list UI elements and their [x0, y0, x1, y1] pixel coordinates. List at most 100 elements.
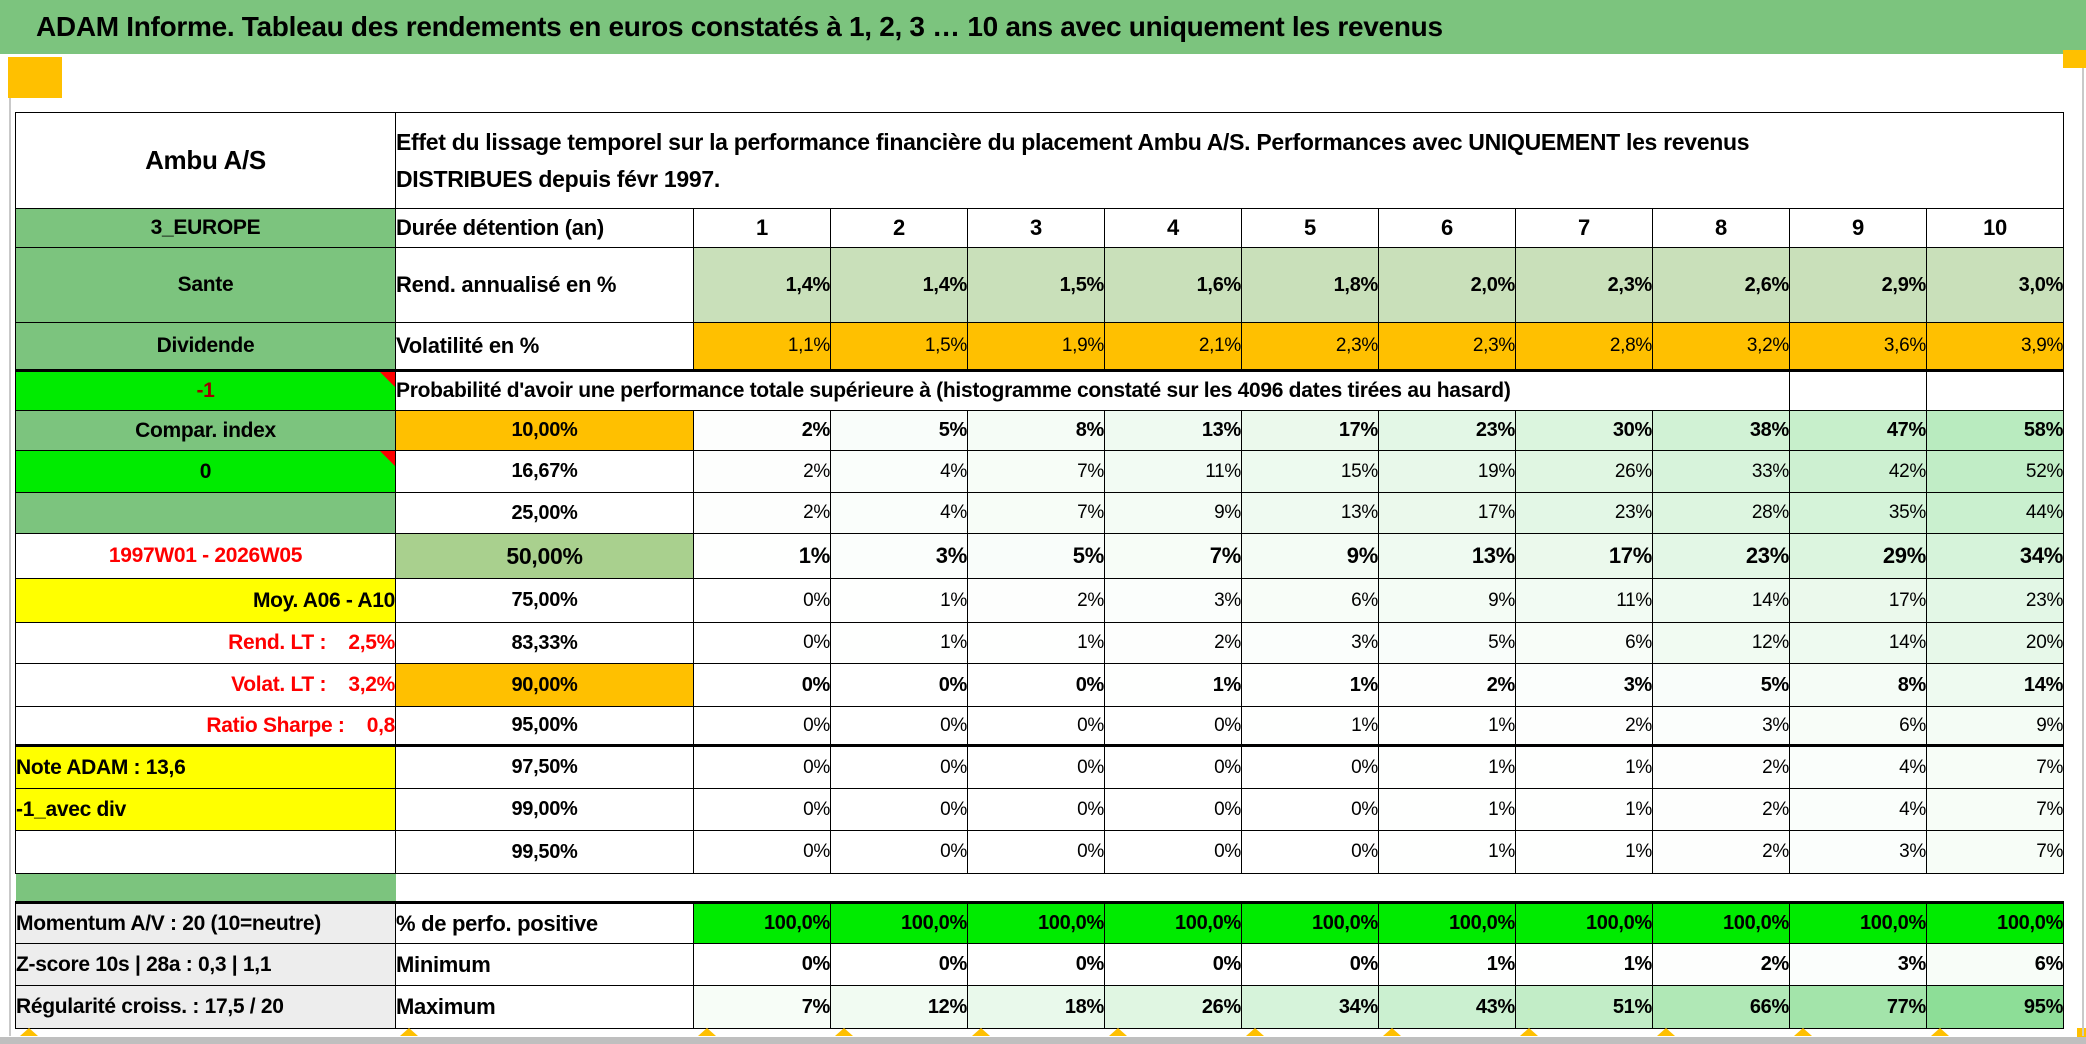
cell-p75-y4[interactable]: 3%	[1104, 578, 1242, 623]
cell-p50-y3[interactable]: 5%	[967, 533, 1105, 579]
cell-maximum-y2[interactable]: 12%	[830, 985, 968, 1029]
cell-positive-y3[interactable]: 100,0%	[967, 901, 1105, 944]
cell-minimum-y6[interactable]: 1%	[1378, 943, 1516, 986]
cell-annualized-y4[interactable]: 1,6%	[1104, 247, 1242, 323]
cell-p25-y1[interactable]: 2%	[693, 492, 831, 534]
cell-p995-y4[interactable]: 0%	[1104, 830, 1242, 874]
measure-label-maximum[interactable]: Maximum	[395, 985, 694, 1029]
cell-p83-y8[interactable]: 12%	[1652, 622, 1790, 664]
row-label-p99[interactable]: -1_avec div	[15, 788, 396, 831]
cell-p25-y6[interactable]: 17%	[1378, 492, 1516, 534]
cell-p95-y2[interactable]: 0%	[830, 706, 968, 747]
row-label-prob-header[interactable]: -1	[15, 370, 396, 411]
cell-p25-y10[interactable]: 44%	[1925, 492, 2065, 534]
cell-volatility-y6[interactable]: 2,3%	[1378, 322, 1516, 372]
cell-p16-y5[interactable]: 15%	[1241, 450, 1379, 493]
cell-duration-y1[interactable]: 1	[693, 208, 831, 248]
cell-p99-y9[interactable]: 4%	[1789, 788, 1927, 831]
cell-p25-y4[interactable]: 9%	[1104, 492, 1242, 534]
cell-p95-y8[interactable]: 3%	[1652, 706, 1790, 747]
cell-p25-y9[interactable]: 35%	[1789, 492, 1927, 534]
cell-positive-y10[interactable]: 100,0%	[1925, 901, 2065, 944]
cell-minimum-y9[interactable]: 3%	[1789, 943, 1927, 986]
cell-p99-y1[interactable]: 0%	[693, 788, 831, 831]
cell-p97-y2[interactable]: 0%	[830, 745, 968, 789]
cell-maximum-y1[interactable]: 7%	[693, 985, 831, 1029]
cell-p10-y5[interactable]: 17%	[1241, 410, 1379, 451]
cell-maximum-y8[interactable]: 66%	[1652, 985, 1790, 1029]
cell-p995-y2[interactable]: 0%	[830, 830, 968, 874]
cell-p95-y9[interactable]: 6%	[1789, 706, 1927, 747]
row-label-p90[interactable]: Volat. LT : 3,2%	[15, 663, 396, 707]
prob-threshold-p75[interactable]: 75,00%	[395, 578, 694, 623]
cell-positive-y4[interactable]: 100,0%	[1104, 901, 1242, 944]
row-label-p995[interactable]	[15, 830, 396, 874]
row-label-minimum[interactable]: Z-score 10s | 28a : 0,3 | 1,1	[15, 943, 396, 986]
cell-positive-y5[interactable]: 100,0%	[1241, 901, 1379, 944]
cell-p10-y8[interactable]: 38%	[1652, 410, 1790, 451]
cell-p16-y8[interactable]: 33%	[1652, 450, 1790, 493]
cell-p10-y7[interactable]: 30%	[1515, 410, 1653, 451]
cell-p75-y2[interactable]: 1%	[830, 578, 968, 623]
cell-p25-y3[interactable]: 7%	[967, 492, 1105, 534]
cell-volatility-y10[interactable]: 3,9%	[1925, 322, 2065, 372]
cell-minimum-y10[interactable]: 6%	[1925, 943, 2065, 986]
measure-label-annualized[interactable]: Rend. annualisé en %	[395, 247, 694, 323]
cell-p16-y4[interactable]: 11%	[1104, 450, 1242, 493]
cell-p83-y6[interactable]: 5%	[1378, 622, 1516, 664]
cell-volatility-y9[interactable]: 3,6%	[1789, 322, 1927, 372]
cell-p90-y1[interactable]: 0%	[693, 663, 831, 707]
cell-positive-y2[interactable]: 100,0%	[830, 901, 968, 944]
cell-p90-y3[interactable]: 0%	[967, 663, 1105, 707]
prob-threshold-p90[interactable]: 90,00%	[395, 663, 694, 707]
cell-positive-y9[interactable]: 100,0%	[1789, 901, 1927, 944]
measure-label-positive[interactable]: % de perfo. positive	[395, 901, 694, 944]
cell-p16-y6[interactable]: 19%	[1378, 450, 1516, 493]
cell-p10-y4[interactable]: 13%	[1104, 410, 1242, 451]
cell-annualized-y2[interactable]: 1,4%	[830, 247, 968, 323]
prob-threshold-p83[interactable]: 83,33%	[395, 622, 694, 664]
cell-annualized-y9[interactable]: 2,9%	[1789, 247, 1927, 323]
row-label-duration[interactable]: 3_EUROPE	[15, 208, 396, 248]
cell-p75-y7[interactable]: 11%	[1515, 578, 1653, 623]
cell-p97-y7[interactable]: 1%	[1515, 745, 1653, 789]
cell-duration-y3[interactable]: 3	[967, 208, 1105, 248]
cell-p50-y1[interactable]: 1%	[693, 533, 831, 579]
cell-p16-y10[interactable]: 52%	[1925, 450, 2065, 493]
cell-p25-y8[interactable]: 28%	[1652, 492, 1790, 534]
cell-minimum-y1[interactable]: 0%	[693, 943, 831, 986]
cell-p50-y4[interactable]: 7%	[1104, 533, 1242, 579]
cell-p90-y5[interactable]: 1%	[1241, 663, 1379, 707]
cell-maximum-y10[interactable]: 95%	[1925, 985, 2065, 1029]
prob-threshold-p95[interactable]: 95,00%	[395, 706, 694, 747]
cell-positive-y8[interactable]: 100,0%	[1652, 901, 1790, 944]
cell-positive-y6[interactable]: 100,0%	[1378, 901, 1516, 944]
prob-threshold-p50[interactable]: 50,00%	[395, 533, 694, 579]
cell-p83-y1[interactable]: 0%	[693, 622, 831, 664]
cell-p75-y3[interactable]: 2%	[967, 578, 1105, 623]
cell-duration-y4[interactable]: 4	[1104, 208, 1242, 248]
row-label-p97[interactable]: Note ADAM : 13,6	[15, 745, 396, 789]
cell-duration-y10[interactable]: 10	[1925, 208, 2065, 248]
cell-p75-y8[interactable]: 14%	[1652, 578, 1790, 623]
cell-p97-y4[interactable]: 0%	[1104, 745, 1242, 789]
cell-p50-y8[interactable]: 23%	[1652, 533, 1790, 579]
cell-p995-y7[interactable]: 1%	[1515, 830, 1653, 874]
cell-p95-y1[interactable]: 0%	[693, 706, 831, 747]
prob-threshold-p16[interactable]: 16,67%	[395, 450, 694, 493]
cell-p83-y2[interactable]: 1%	[830, 622, 968, 664]
cell-p90-y8[interactable]: 5%	[1652, 663, 1790, 707]
cell-positive-y1[interactable]: 100,0%	[693, 901, 831, 944]
cell-volatility-y8[interactable]: 3,2%	[1652, 322, 1790, 372]
cell-annualized-y3[interactable]: 1,5%	[967, 247, 1105, 323]
cell-minimum-y4[interactable]: 0%	[1104, 943, 1242, 986]
cell-p10-y2[interactable]: 5%	[830, 410, 968, 451]
cell-p16-y9[interactable]: 42%	[1789, 450, 1927, 493]
cell-p83-y5[interactable]: 3%	[1241, 622, 1379, 664]
cell-p995-y8[interactable]: 2%	[1652, 830, 1790, 874]
row-label-p75[interactable]: Moy. A06 - A10	[15, 578, 396, 623]
cell-p25-y2[interactable]: 4%	[830, 492, 968, 534]
cell-annualized-y5[interactable]: 1,8%	[1241, 247, 1379, 323]
cell-p25-y7[interactable]: 23%	[1515, 492, 1653, 534]
cell-p97-y6[interactable]: 1%	[1378, 745, 1516, 789]
